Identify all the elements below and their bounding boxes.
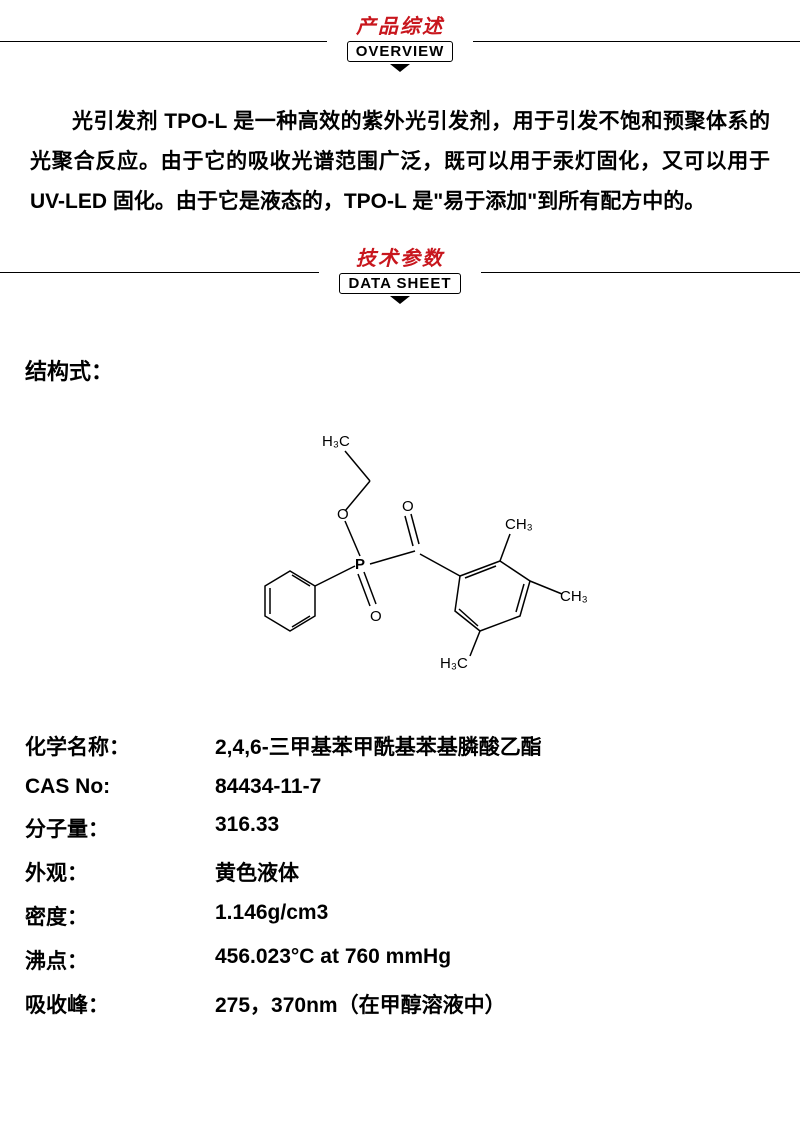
structure-formula-label: 结构式： [0,334,800,406]
properties-table: 化学名称： 2,4,6-三甲基苯甲酰基苯基膦酸乙酯 CAS No: 84434-… [0,731,800,1019]
svg-text:CH₃: CH₃ [505,516,533,533]
divider-line [481,272,800,273]
property-label: CAS No: [25,775,215,799]
divider-line [0,272,319,273]
section-title-cn: 技术参数 [339,242,460,271]
svg-text:O: O [370,608,382,625]
property-row: 分子量： 316.33 [25,813,775,843]
svg-text:O: O [337,506,349,523]
property-value: 275，370nm（在甲醇溶液中） [215,989,775,1019]
divider-line [0,41,327,42]
property-label: 沸点： [25,945,215,975]
svg-text:CH₃: CH₃ [560,588,588,605]
section-title: 技术参数 DATA SHEET [319,242,480,304]
property-row: 外观： 黄色液体 [25,857,775,887]
property-label: 外观： [25,857,215,887]
svg-text:O: O [402,498,414,515]
property-row: 沸点： 456.023°C at 760 mmHg [25,945,775,975]
svg-text:P: P [355,556,365,573]
divider-line [473,41,800,42]
property-label: 化学名称： [25,731,215,761]
property-value: 316.33 [215,813,775,843]
svg-text:H₃C: H₃C [322,433,350,450]
property-row: 化学名称： 2,4,6-三甲基苯甲酰基苯基膦酸乙酯 [25,731,775,761]
down-arrow-icon [390,64,410,72]
property-label: 吸收峰： [25,989,215,1019]
property-label: 分子量： [25,813,215,843]
section-title: 产品综述 OVERVIEW [327,10,474,72]
molecule-svg: H₃C O O O P CH₃ CH₃ H₃C [210,416,590,676]
property-row: 密度： 1.146g/cm3 [25,901,775,931]
section-title-en: DATA SHEET [339,273,460,294]
property-value: 456.023°C at 760 mmHg [215,945,775,975]
property-row: CAS No: 84434-11-7 [25,775,775,799]
property-value: 黄色液体 [215,857,775,887]
overview-section-header: 产品综述 OVERVIEW [0,10,800,72]
property-row: 吸收峰： 275，370nm（在甲醇溶液中） [25,989,775,1019]
property-value: 2,4,6-三甲基苯甲酰基苯基膦酸乙酯 [215,731,775,761]
chemical-structure-diagram: H₃C O O O P CH₃ CH₃ H₃C [0,416,800,681]
down-arrow-icon [390,296,410,304]
datasheet-section-header: 技术参数 DATA SHEET [0,242,800,304]
section-title-cn: 产品综述 [347,10,454,39]
property-value: 1.146g/cm3 [215,901,775,931]
property-label: 密度： [25,901,215,931]
svg-text:H₃C: H₃C [440,655,468,672]
property-value: 84434-11-7 [215,775,775,799]
overview-paragraph: 光引发剂 TPO-L 是一种高效的紫外光引发剂，用于引发不饱和预聚体系的光聚合反… [0,102,800,222]
section-title-en: OVERVIEW [347,41,454,62]
